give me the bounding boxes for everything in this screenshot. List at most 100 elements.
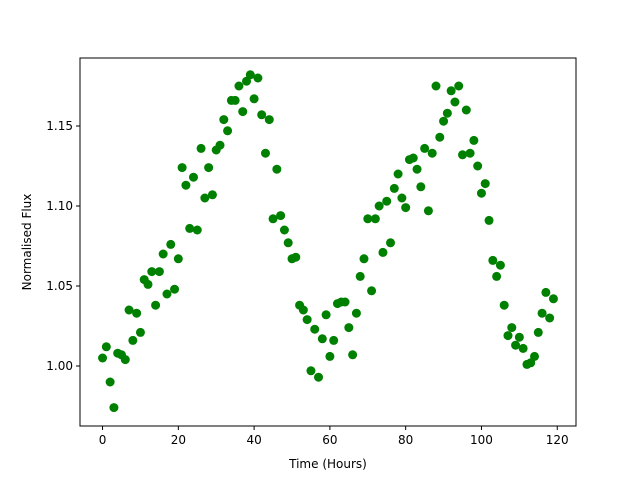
point [151, 300, 161, 310]
point [458, 150, 468, 160]
point [495, 260, 505, 270]
point [260, 148, 270, 158]
point [469, 135, 479, 145]
x-tick-label: 0 [99, 433, 107, 447]
point [321, 310, 331, 320]
point [530, 351, 540, 361]
point [355, 271, 365, 281]
point [98, 353, 108, 363]
point [302, 315, 312, 325]
point [158, 249, 168, 259]
point [120, 355, 130, 365]
point [207, 190, 217, 200]
x-tick-label: 100 [470, 433, 493, 447]
point [132, 308, 142, 318]
point [511, 340, 521, 350]
point [408, 153, 418, 163]
point [389, 183, 399, 193]
point [359, 254, 369, 264]
point [450, 97, 460, 107]
point [484, 215, 494, 225]
point [204, 163, 214, 173]
point [238, 107, 248, 117]
point [185, 223, 195, 233]
point [340, 297, 350, 307]
point [276, 211, 286, 221]
point [476, 188, 486, 198]
x-tick-label: 80 [398, 433, 413, 447]
point [143, 279, 153, 289]
point [249, 94, 259, 104]
point [416, 182, 426, 192]
point [363, 214, 373, 224]
point [533, 327, 543, 337]
point [192, 225, 202, 235]
point [230, 95, 240, 105]
point [503, 331, 513, 341]
point [154, 267, 164, 277]
x-axis-label: Time (Hours) [288, 457, 367, 471]
point [393, 169, 403, 179]
point [541, 287, 551, 297]
point [442, 108, 452, 118]
point [223, 126, 233, 136]
y-tick-label: 1.15 [46, 119, 73, 133]
point [181, 180, 191, 190]
point [492, 271, 502, 281]
point [351, 308, 361, 318]
point [310, 324, 320, 334]
y-tick-label: 1.05 [46, 279, 73, 293]
point [314, 372, 324, 382]
point [465, 148, 475, 158]
point [499, 300, 509, 310]
point [378, 247, 388, 257]
point [188, 172, 198, 182]
point [170, 284, 180, 294]
point [162, 289, 172, 299]
y-tick-label: 1.00 [46, 359, 73, 373]
point [219, 115, 229, 125]
point [200, 193, 210, 203]
point [317, 334, 327, 344]
point [147, 267, 157, 277]
point [401, 203, 411, 213]
point [325, 351, 335, 361]
point [473, 161, 483, 171]
point [423, 206, 433, 216]
point [173, 254, 183, 264]
point [548, 294, 558, 304]
point [545, 313, 555, 323]
point [537, 308, 547, 318]
point [374, 201, 384, 211]
point [386, 238, 396, 248]
y-axis-label: Normalised Flux [20, 194, 34, 291]
point [397, 193, 407, 203]
point [234, 81, 244, 91]
point [454, 81, 464, 91]
point [412, 164, 422, 174]
point [439, 116, 449, 126]
point [272, 164, 282, 174]
point [109, 403, 119, 413]
point [101, 342, 111, 352]
point [124, 305, 134, 315]
point [370, 214, 380, 224]
point [461, 105, 471, 115]
point [279, 225, 289, 235]
point [435, 132, 445, 142]
point [177, 163, 187, 173]
point [128, 335, 138, 345]
point [268, 214, 278, 224]
point [135, 327, 145, 337]
point [215, 140, 225, 150]
plot-frame [79, 57, 577, 427]
point [420, 143, 430, 153]
point [446, 86, 456, 96]
point [367, 286, 377, 296]
point [196, 143, 206, 153]
point [431, 81, 441, 91]
point [257, 110, 267, 120]
point [105, 377, 115, 387]
point [488, 255, 498, 265]
